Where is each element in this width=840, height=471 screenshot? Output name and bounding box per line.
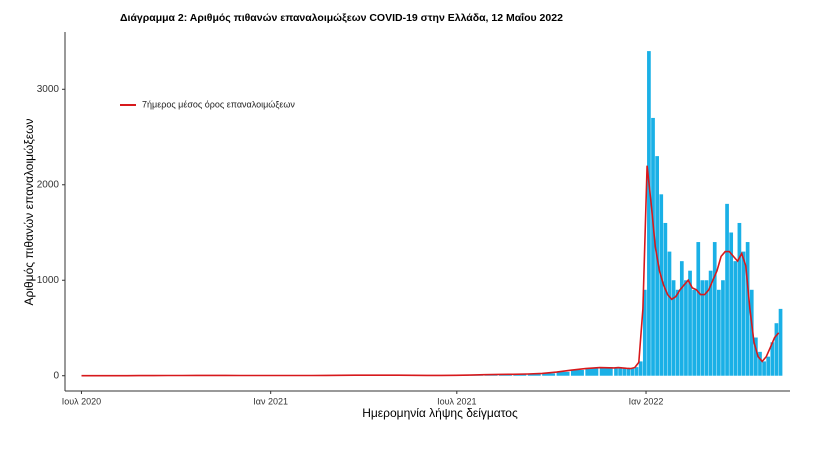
x-tick-label: Ιαν 2022 xyxy=(629,396,664,406)
bar xyxy=(758,352,762,376)
bar xyxy=(684,280,688,375)
bar xyxy=(659,194,663,375)
bar xyxy=(631,369,635,376)
y-axis-label: Αριθμός πιθανών επαναλοιμώξεων xyxy=(22,118,36,305)
bar xyxy=(733,261,737,376)
bar xyxy=(672,280,676,375)
bar xyxy=(639,361,643,375)
bar xyxy=(571,370,584,376)
bar xyxy=(738,223,742,376)
bar xyxy=(766,357,770,376)
y-tick-label: 3000 xyxy=(37,84,60,95)
x-axis-label: Ημερομηνία λήψης δείγματος xyxy=(362,406,518,420)
bar xyxy=(668,252,672,376)
bar xyxy=(664,223,668,376)
bar xyxy=(721,280,725,375)
y-tick-label: 2000 xyxy=(37,179,60,190)
x-tick-label: Ιουλ 2020 xyxy=(62,396,101,406)
bar xyxy=(651,118,655,376)
bar xyxy=(725,204,729,376)
bar xyxy=(680,261,684,376)
bar xyxy=(746,242,750,376)
bar xyxy=(647,51,651,376)
chart-title: Διάγραμμα 2: Αριθμός πιθανών επαναλοιμώξ… xyxy=(120,12,563,24)
bar xyxy=(692,290,696,376)
bar xyxy=(742,252,746,376)
legend-label: 7ήμερος μέσος όρος επαναλοιμώξεων xyxy=(142,99,295,109)
bar xyxy=(762,361,766,375)
bar xyxy=(676,290,680,376)
bar xyxy=(696,242,700,376)
y-tick-label: 1000 xyxy=(37,275,60,286)
bar xyxy=(779,309,783,376)
y-tick-label: 0 xyxy=(53,370,59,381)
bar xyxy=(713,242,717,376)
x-tick-label: Ιαν 2021 xyxy=(253,396,288,406)
bar xyxy=(717,290,721,376)
bar xyxy=(635,367,639,376)
bar xyxy=(614,368,618,376)
x-tick-label: Ιουλ 2021 xyxy=(437,396,476,406)
bar xyxy=(775,323,779,376)
